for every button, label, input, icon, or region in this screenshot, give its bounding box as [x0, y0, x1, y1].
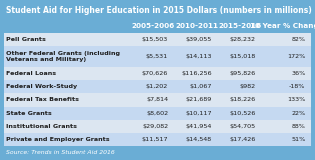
Text: $116,256: $116,256 [181, 71, 212, 76]
Text: $7,814: $7,814 [146, 97, 168, 102]
Bar [4, 146, 311, 158]
Bar [4, 2, 311, 18]
Bar [4, 80, 311, 93]
Text: $95,826: $95,826 [230, 71, 256, 76]
Text: -18%: -18% [289, 84, 305, 89]
Text: 51%: 51% [291, 137, 305, 142]
Text: $1,202: $1,202 [146, 84, 168, 89]
Text: $10,526: $10,526 [229, 111, 256, 116]
Text: $29,082: $29,082 [142, 124, 168, 129]
Text: $5,531: $5,531 [146, 54, 168, 59]
Text: Federal Work-Study: Federal Work-Study [6, 84, 77, 89]
Text: Other Federal Grants (including
Veterans and Military): Other Federal Grants (including Veterans… [6, 51, 120, 62]
Text: 36%: 36% [291, 71, 305, 76]
Text: $1,067: $1,067 [190, 84, 212, 89]
Text: $28,232: $28,232 [230, 37, 256, 42]
Text: $18,226: $18,226 [230, 97, 256, 102]
Bar [4, 107, 311, 120]
Text: 10 Year % Change: 10 Year % Change [250, 23, 315, 29]
Text: $10,117: $10,117 [186, 111, 212, 116]
Bar [4, 46, 311, 67]
Text: State Grants: State Grants [6, 111, 51, 116]
Text: Federal Loans: Federal Loans [6, 71, 56, 76]
Text: 2015-2016: 2015-2016 [219, 23, 262, 29]
Text: $21,689: $21,689 [186, 97, 212, 102]
Text: $14,548: $14,548 [186, 137, 212, 142]
Text: $14,113: $14,113 [186, 54, 212, 59]
Text: Source: Trends in Student Aid 2016: Source: Trends in Student Aid 2016 [6, 150, 115, 155]
Text: Federal Tax Benefits: Federal Tax Benefits [6, 97, 79, 102]
Text: $15,503: $15,503 [142, 37, 168, 42]
Text: 22%: 22% [291, 111, 305, 116]
Bar [4, 18, 311, 33]
Text: Private and Employer Grants: Private and Employer Grants [6, 137, 109, 142]
Text: $982: $982 [240, 84, 256, 89]
Text: Pell Grants: Pell Grants [6, 37, 46, 42]
Text: $41,954: $41,954 [186, 124, 212, 129]
Bar [4, 93, 311, 107]
Text: 133%: 133% [287, 97, 305, 102]
Bar [4, 67, 311, 80]
Text: 2005-2006: 2005-2006 [131, 23, 174, 29]
Bar [4, 120, 311, 133]
Text: $39,055: $39,055 [186, 37, 212, 42]
Text: $17,426: $17,426 [229, 137, 256, 142]
Text: 172%: 172% [287, 54, 305, 59]
Text: 2010-2011: 2010-2011 [175, 23, 218, 29]
Bar [4, 133, 311, 146]
Text: 88%: 88% [291, 124, 305, 129]
Text: Institutional Grants: Institutional Grants [6, 124, 77, 129]
Text: 82%: 82% [291, 37, 305, 42]
Text: $70,626: $70,626 [142, 71, 168, 76]
Bar [4, 33, 311, 46]
Text: $8,602: $8,602 [146, 111, 168, 116]
Text: $54,705: $54,705 [230, 124, 256, 129]
Text: $15,018: $15,018 [230, 54, 256, 59]
Text: $11,517: $11,517 [141, 137, 168, 142]
Text: Student Aid for Higher Education in 2015 Dollars (numbers in millions): Student Aid for Higher Education in 2015… [6, 6, 312, 15]
